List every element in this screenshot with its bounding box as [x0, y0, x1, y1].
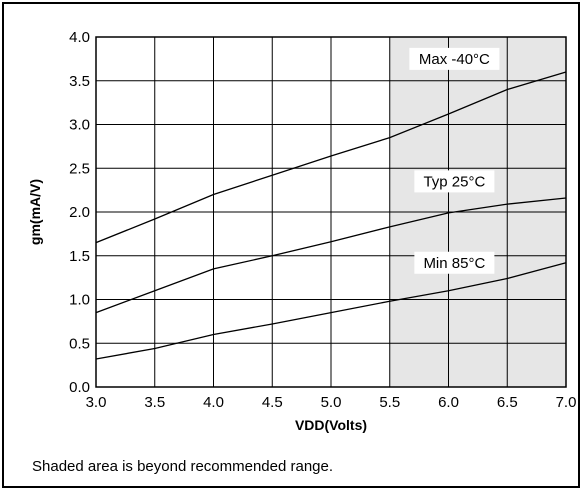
x-tick-label: 4.0: [203, 394, 224, 411]
y-tick-label: 2.5: [69, 160, 90, 177]
y-axis-title: gm(mA/V): [27, 179, 43, 245]
series-label: Max -40°C: [419, 51, 490, 68]
x-tick-label: 3.0: [86, 394, 107, 411]
x-tick-label: 7.0: [556, 394, 577, 411]
x-axis-title: VDD(Volts): [295, 417, 367, 433]
series-line: [95, 262, 567, 360]
series-label-box: [409, 47, 500, 70]
y-tick-label: 0.0: [69, 379, 90, 396]
y-tick-label: 3.5: [69, 73, 90, 90]
x-tick-label: 5.0: [321, 394, 342, 411]
y-tick-label: 4.0: [69, 29, 90, 46]
series-line: [95, 197, 567, 314]
x-tick-label: 6.0: [438, 394, 459, 411]
y-tick-label: 1.5: [69, 248, 90, 265]
y-tick-label: 0.5: [69, 335, 90, 352]
x-tick-label: 4.5: [262, 394, 283, 411]
series-line: [95, 71, 567, 244]
series-label-box: [414, 170, 495, 193]
y-tick-label: 3.0: [69, 117, 90, 134]
x-tick-label: 3.5: [144, 394, 165, 411]
series-label-box: [414, 251, 495, 274]
series-label: Typ 25°C: [423, 173, 485, 190]
y-tick-label: 2.0: [69, 204, 90, 221]
x-tick-label: 5.5: [379, 394, 400, 411]
series-label: Min 85°C: [423, 255, 485, 272]
footnote: Shaded area is beyond recommended range.: [32, 458, 334, 475]
plot-border: [95, 36, 567, 388]
x-tick-label: 6.5: [497, 394, 518, 411]
y-tick-label: 1.0: [69, 292, 90, 309]
chart-frame: [2, 2, 580, 488]
